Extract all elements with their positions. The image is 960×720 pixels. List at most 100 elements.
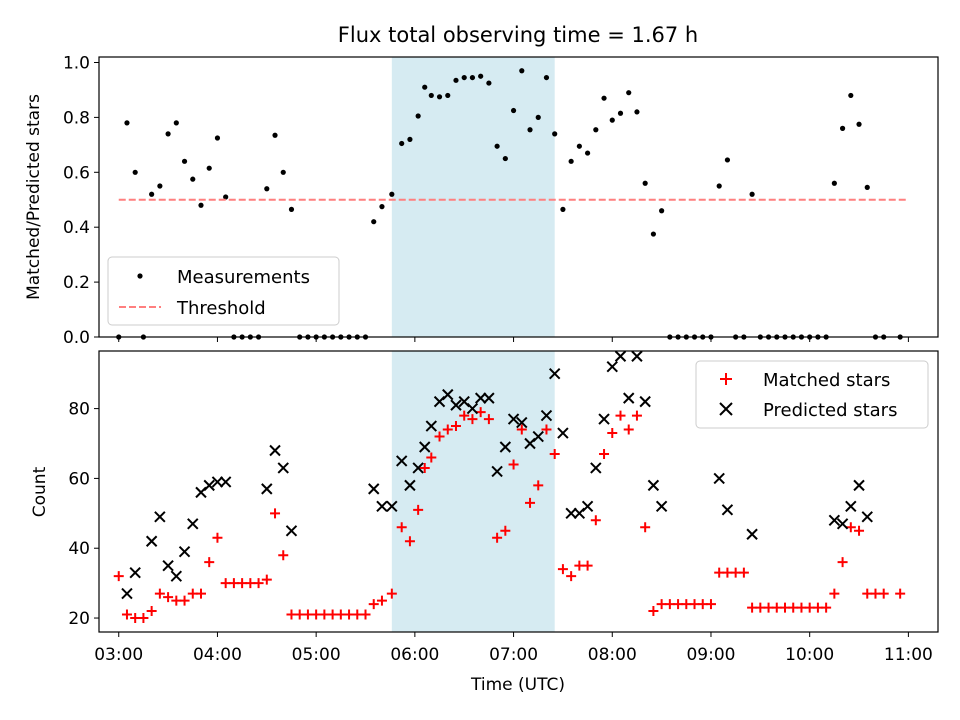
measurement-point (724, 157, 731, 163)
legend-measurements-marker (137, 273, 143, 279)
predicted-stars-point (491, 465, 503, 478)
measurement-point (749, 191, 755, 197)
ratio-legend: Measurements Threshold (107, 256, 340, 326)
matched-stars-point (631, 410, 642, 421)
measurement-point (535, 114, 541, 120)
matched-stars-point (396, 522, 407, 533)
measurement-point (576, 143, 582, 149)
measurement-point (584, 150, 591, 156)
measurement-point (519, 68, 525, 74)
predicted-stars-point (129, 566, 141, 579)
predicted-stars-point (540, 409, 553, 422)
matched-stars-point (549, 448, 560, 459)
predicted-stars-point (386, 500, 398, 513)
predicted-stars-point (170, 570, 183, 582)
matched-stars-point (154, 588, 165, 599)
predicted-stars-point (154, 511, 166, 523)
predicted-stars-point (203, 479, 215, 492)
x-tick-label: 06:00 (390, 645, 439, 665)
predicted-stars-point (404, 479, 416, 492)
count-marks (113, 350, 906, 624)
legend-measurements-label: Measurements (177, 267, 310, 288)
predicted-stars-point (853, 479, 865, 492)
measurement-point (415, 113, 421, 119)
count-y-axis-label: Count (30, 466, 50, 517)
matched-stars-point (492, 532, 503, 543)
predicted-stars-point (162, 559, 174, 572)
measurement-point (650, 231, 656, 237)
predicted-stars-point (277, 462, 289, 474)
measurement-point (407, 136, 413, 142)
measurement-point (157, 183, 163, 189)
legend-predicted-marker (719, 402, 733, 416)
x-tick-label: 09:00 (686, 645, 735, 665)
legend-matched-label: Matched stars (763, 370, 890, 391)
measurement-point (848, 92, 854, 99)
y-tick-label: 0.0 (63, 328, 90, 348)
x-tick-label: 08:00 (588, 645, 637, 665)
ratio-legend-box (107, 256, 340, 326)
measurement-point (198, 202, 204, 208)
measurement-point (659, 208, 665, 214)
matched-stars-point (376, 595, 387, 606)
x-tick-label: 07:00 (489, 645, 538, 665)
predicted-stars-point (466, 402, 479, 415)
measurement-point (831, 180, 837, 186)
chart-title: Flux total observing time = 1.67 h (338, 23, 698, 47)
predicted-stars-point (631, 350, 643, 362)
measurement-point (486, 80, 492, 86)
predicted-stars-point (474, 392, 487, 404)
measurement-point (124, 120, 130, 126)
measurement-point (568, 158, 574, 164)
matched-stars-point (895, 588, 906, 599)
matched-stars-point (113, 571, 124, 582)
predicted-stars-point (145, 535, 158, 547)
count-x-axis-label: Time (UTC) (470, 675, 565, 695)
matched-stars-point (270, 508, 281, 519)
predicted-stars-point (532, 430, 544, 443)
x-tick-label: 04:00 (193, 645, 242, 665)
matched-stars-point (615, 410, 626, 421)
measurement-point (181, 158, 188, 164)
measurement-point (856, 121, 862, 127)
measurement-point (436, 94, 443, 100)
x-tick-label: 05:00 (292, 645, 341, 665)
x-tick-label: 03:00 (94, 645, 143, 665)
matched-stars-point (253, 578, 264, 589)
count-legend-box (695, 360, 929, 429)
ratio-y-axis-label: Matched/Predicted stars (24, 94, 44, 300)
measurement-point (716, 183, 722, 189)
matched-stars-point (508, 459, 519, 470)
predicted-stars-point (590, 462, 602, 474)
matched-stars-point (821, 602, 832, 613)
measurement-point (642, 180, 648, 186)
matched-stars-point (837, 557, 848, 568)
matched-stars-point (386, 588, 397, 599)
measurement-point (626, 90, 632, 96)
measurement-point (478, 73, 484, 79)
predicted-stars-point (211, 476, 224, 488)
predicted-stars-point (655, 500, 668, 513)
predicted-stars-point (548, 367, 561, 380)
measurement-point (469, 74, 476, 81)
measurement-point (149, 191, 155, 197)
measurement-point (502, 155, 508, 162)
predicted-stars-point (557, 427, 569, 439)
predicted-stars-point (614, 350, 627, 362)
matched-stars-point (500, 525, 511, 536)
y-tick-label: 40 (68, 539, 90, 559)
predicted-stars-point (606, 361, 618, 373)
measurement-point (190, 176, 196, 182)
matched-stars-point (413, 504, 424, 515)
measurement-point (389, 191, 395, 197)
measurement-point (461, 74, 467, 81)
matched-stars-point (419, 462, 430, 473)
matched-stars-point (640, 522, 651, 533)
ratio-plot-frame (98, 56, 939, 338)
matched-stars-point (179, 595, 190, 606)
measurement-point (132, 169, 138, 175)
predicted-stars-point (219, 476, 232, 488)
predicted-stars-point (713, 472, 725, 485)
